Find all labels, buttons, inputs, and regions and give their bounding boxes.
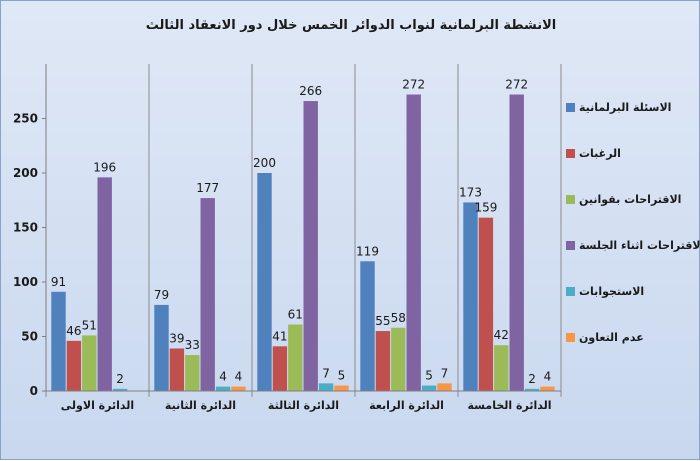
bar bbox=[66, 340, 82, 391]
plot-area: 0 50 100 150 200 250 91 46 51 196 2 الدائرة الاولى 7… bbox=[13, 64, 562, 412]
bar bbox=[272, 346, 288, 391]
y-tick-label: 0 bbox=[30, 384, 38, 398]
bar bbox=[463, 202, 478, 391]
bar bbox=[494, 345, 509, 391]
bar bbox=[391, 327, 406, 391]
bar bbox=[112, 388, 128, 391]
data-label: 173 bbox=[459, 185, 482, 199]
bar bbox=[318, 383, 334, 391]
legend-label: الاستجوابات bbox=[579, 285, 644, 298]
legend-label: الاسئلة البرلمانية bbox=[579, 101, 671, 114]
legend-label: الاقتراحات اثناء الجلسة bbox=[579, 239, 700, 252]
data-label: 46 bbox=[66, 324, 81, 338]
y-tick-label: 250 bbox=[13, 112, 38, 126]
y-tick-label: 50 bbox=[21, 330, 38, 344]
category-label: الدائرة الثالثة bbox=[268, 399, 339, 412]
bar bbox=[185, 355, 200, 391]
bar bbox=[406, 94, 421, 392]
legend-label: الاقتراحات بقوانين bbox=[579, 193, 681, 206]
data-label: 41 bbox=[272, 329, 287, 343]
data-label: 5 bbox=[338, 369, 346, 383]
bar bbox=[51, 291, 66, 391]
data-label: 2 bbox=[528, 372, 536, 386]
legend-swatch bbox=[566, 333, 575, 342]
bar bbox=[82, 335, 97, 391]
data-label: 4 bbox=[219, 370, 227, 384]
data-label: 272 bbox=[402, 78, 425, 92]
data-label: 58 bbox=[391, 311, 406, 325]
bar bbox=[360, 261, 375, 391]
chart-title: الانشطة البرلمانية لنواب الدوائر الخمس خ… bbox=[146, 18, 556, 33]
data-label: 196 bbox=[93, 160, 116, 174]
data-label: 61 bbox=[288, 308, 303, 322]
bar bbox=[375, 331, 391, 391]
data-label: 272 bbox=[505, 78, 528, 92]
bar bbox=[231, 386, 246, 391]
data-label: 7 bbox=[322, 366, 330, 380]
legend: الاسئلة البرلمانية الرغبات الاقتراحات بقوا… bbox=[566, 101, 700, 344]
data-label: 33 bbox=[185, 338, 200, 352]
y-tick-label: 150 bbox=[13, 221, 38, 235]
bar bbox=[334, 385, 349, 391]
bar bbox=[524, 388, 540, 391]
bar bbox=[169, 348, 185, 391]
data-label: 5 bbox=[425, 369, 433, 383]
legend-swatch bbox=[566, 287, 575, 296]
legend-swatch bbox=[566, 149, 575, 158]
data-label: 2 bbox=[116, 372, 124, 386]
data-label: 177 bbox=[196, 181, 219, 195]
data-label: 200 bbox=[253, 156, 276, 170]
legend-label: الرغبات bbox=[579, 147, 621, 160]
category-label: الدائرة الخامسة bbox=[468, 399, 552, 412]
category-label: الدائرة الرابعة bbox=[369, 399, 444, 412]
bar bbox=[154, 304, 169, 391]
data-label: 4 bbox=[235, 370, 243, 384]
legend-swatch bbox=[566, 103, 575, 112]
legend-label: عدم التعاون bbox=[579, 331, 644, 344]
bar bbox=[97, 177, 112, 391]
bar bbox=[509, 94, 524, 392]
data-label: 39 bbox=[169, 331, 184, 345]
bar bbox=[421, 385, 437, 391]
category-label: الدائرة الاولى bbox=[61, 399, 134, 412]
bar bbox=[257, 173, 272, 391]
y-tick-label: 200 bbox=[13, 166, 38, 180]
data-label: 51 bbox=[82, 318, 97, 332]
bar bbox=[303, 101, 318, 391]
legend-swatch bbox=[566, 241, 575, 250]
y-tick-label: 100 bbox=[13, 275, 38, 289]
data-label: 4 bbox=[544, 370, 552, 384]
bar bbox=[478, 217, 494, 391]
bar bbox=[200, 198, 215, 391]
bar bbox=[215, 386, 231, 391]
data-label: 91 bbox=[51, 275, 66, 289]
bar bbox=[437, 383, 452, 391]
data-label: 55 bbox=[375, 314, 390, 328]
bar bbox=[288, 324, 303, 391]
data-label: 266 bbox=[299, 84, 322, 98]
data-label: 42 bbox=[494, 328, 509, 342]
bar bbox=[540, 386, 555, 391]
category-label: الدائرة الثانية bbox=[165, 399, 236, 412]
data-label: 159 bbox=[474, 201, 497, 215]
data-label: 79 bbox=[154, 288, 169, 302]
legend-swatch bbox=[566, 195, 575, 204]
data-label: 119 bbox=[356, 244, 379, 258]
data-label: 7 bbox=[441, 366, 449, 380]
